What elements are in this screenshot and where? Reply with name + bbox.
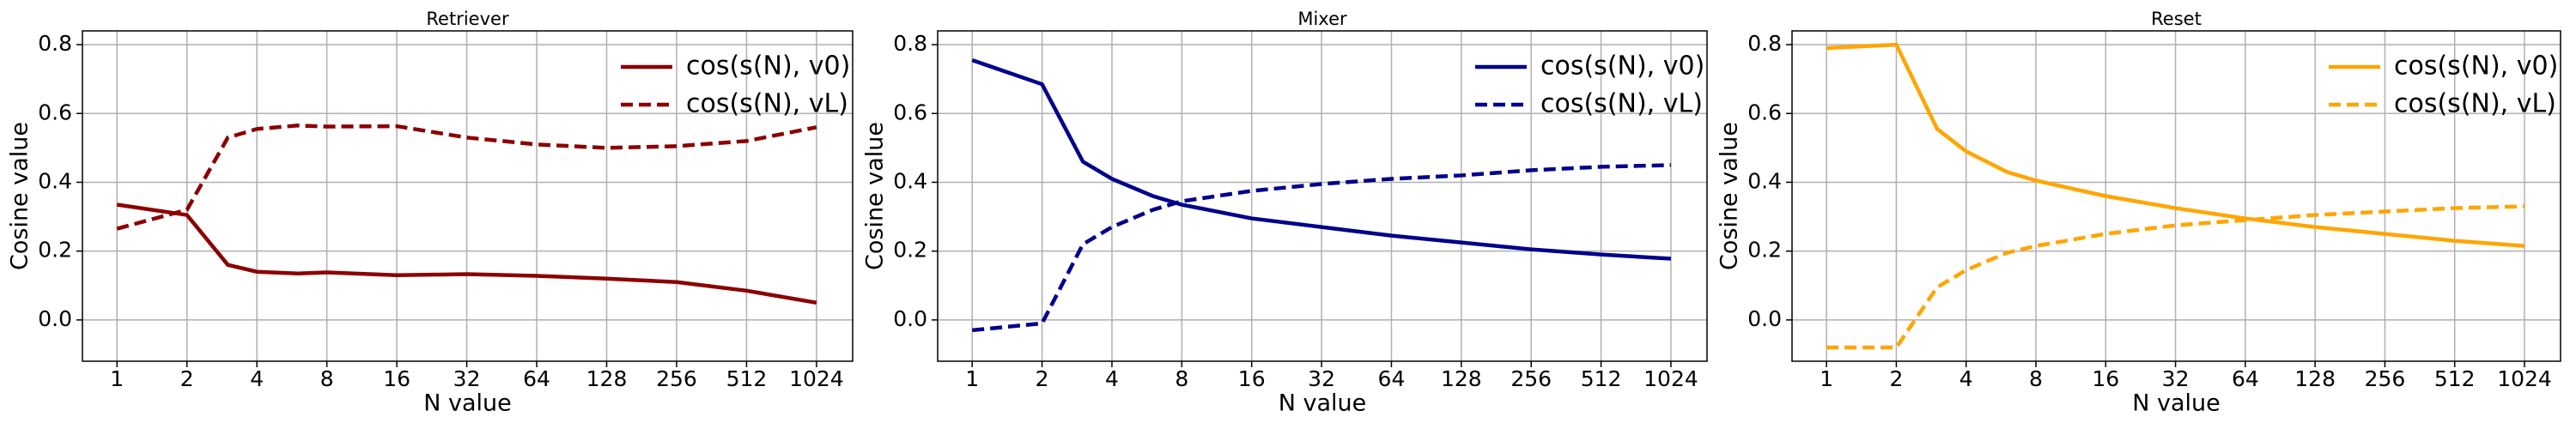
x-tick-label: 2 — [1889, 366, 1903, 391]
x-tick-label: 1024 — [789, 366, 844, 391]
series-line — [116, 202, 817, 305]
x-tick-label: 8 — [1175, 366, 1188, 391]
legend-label: cos(s(N), v0) — [1540, 51, 1704, 82]
y-tick-label: 0.6 — [893, 100, 927, 124]
y-tick-label: 0.8 — [1747, 31, 1782, 56]
x-tick-label: 1024 — [2497, 366, 2552, 391]
legend: cos(s(N), v0) cos(s(N), vL) — [621, 51, 850, 119]
x-axis-label: N value — [1279, 390, 1367, 417]
chart-panel: Mixer 0.0 0.2 0.4 0.6 0.8 1 2 4 8 16 32 64 128 256 512 1… — [862, 9, 1708, 417]
legend-label: cos(s(N), vL) — [1540, 89, 1703, 119]
x-tick-label: 64 — [1378, 366, 1406, 391]
legend-label: cos(s(N), vL) — [2394, 89, 2556, 119]
y-tick-label: 0.0 — [38, 306, 72, 331]
x-tick-label: 1024 — [1643, 366, 1698, 391]
chart-title: Mixer — [1297, 9, 1347, 29]
series-line — [1826, 204, 2525, 350]
y-axis-label: Cosine value — [1716, 122, 1743, 270]
x-tick-label: 128 — [2294, 366, 2336, 391]
y-tick-label: 0.8 — [38, 31, 72, 56]
x-tick-label: 256 — [2365, 366, 2406, 391]
legend: cos(s(N), v0) cos(s(N), vL) — [2329, 51, 2558, 119]
y-tick-label: 0.2 — [38, 238, 72, 263]
y-axis-label: Cosine value — [7, 122, 33, 270]
x-tick-label: 128 — [586, 366, 628, 391]
y-tick-label: 0.4 — [38, 168, 72, 193]
x-axis-label: N value — [423, 390, 512, 417]
plot-frame — [1791, 30, 2561, 362]
x-tick-label: 16 — [1238, 366, 1266, 391]
x-axis-label: N value — [2132, 390, 2221, 417]
y-tick-label: 0.6 — [1747, 100, 1782, 124]
x-tick-label: 32 — [1308, 366, 1335, 391]
x-tick-label: 256 — [1510, 366, 1552, 391]
x-tick-label: 32 — [2162, 366, 2190, 391]
y-tick-label: 0.0 — [893, 306, 927, 331]
chart-panel: Reset 0.0 0.2 0.4 0.6 0.8 1 2 4 8 16 32 64 128 256 512 1… — [1716, 9, 2561, 417]
series-line — [116, 124, 817, 231]
series-line — [971, 57, 1672, 261]
x-tick-label: 1 — [110, 366, 124, 391]
x-tick-label: 512 — [726, 366, 768, 391]
x-tick-label: 2 — [1036, 366, 1049, 391]
y-tick-label: 0.8 — [893, 31, 927, 56]
y-tick-label: 0.6 — [38, 100, 72, 124]
y-tick-label: 0.4 — [893, 168, 927, 193]
x-tick-label: 16 — [383, 366, 410, 391]
x-tick-label: 512 — [1581, 366, 1622, 391]
x-tick-label: 256 — [656, 366, 697, 391]
y-tick-label: 0.0 — [1747, 306, 1782, 331]
x-tick-label: 4 — [1959, 366, 1973, 391]
y-tick-label: 0.2 — [1747, 238, 1782, 263]
x-tick-label: 4 — [1105, 366, 1119, 391]
y-tick-label: 0.4 — [1747, 168, 1782, 193]
legend-label: cos(s(N), v0) — [686, 51, 850, 82]
x-tick-label: 2 — [180, 366, 194, 391]
x-tick-label: 4 — [250, 366, 264, 391]
x-tick-label: 128 — [1441, 366, 1482, 391]
legend-label: cos(s(N), vL) — [686, 89, 848, 119]
x-tick-label: 1 — [965, 366, 979, 391]
y-tick-label: 0.2 — [893, 238, 927, 263]
x-tick-label: 8 — [2029, 366, 2043, 391]
x-tick-label: 1 — [1820, 366, 1833, 391]
x-tick-label: 64 — [523, 366, 550, 391]
series-line — [1826, 42, 2525, 248]
legend-label: cos(s(N), v0) — [2394, 51, 2558, 82]
x-tick-label: 512 — [2434, 366, 2476, 391]
x-tick-label: 32 — [453, 366, 481, 391]
x-tick-label: 16 — [2092, 366, 2119, 391]
x-tick-label: 8 — [320, 366, 334, 391]
plot-frame — [937, 30, 1708, 362]
x-tick-label: 64 — [2232, 366, 2259, 391]
legend: cos(s(N), v0) cos(s(N), vL) — [1475, 51, 1704, 119]
y-axis-label: Cosine value — [862, 122, 889, 270]
series-line — [971, 163, 1672, 333]
chart-title: Retriever — [426, 9, 509, 29]
chart-panel: Retriever 0.0 0.2 0.4 0.6 0.8 1 2 4 8 16 32 64 128 256… — [7, 9, 854, 417]
chart-title: Reset — [2151, 9, 2202, 29]
plot-frame — [82, 30, 854, 362]
